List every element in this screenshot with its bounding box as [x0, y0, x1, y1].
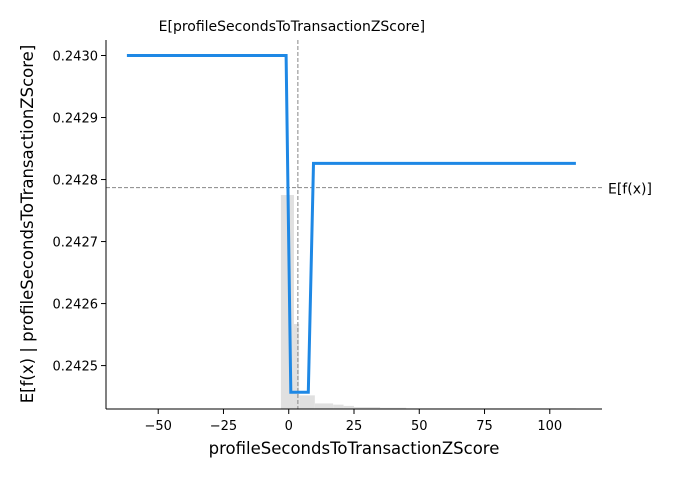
x-tick-label: 0: [285, 419, 293, 434]
y-axis-title: E[f(x) | profileSecondsToTransactionZSco…: [18, 45, 37, 404]
x-tick-label: 100: [537, 419, 562, 434]
series-layer: [126, 54, 576, 394]
histogram: [280, 195, 576, 409]
y-tick-label: 0.2430: [53, 50, 99, 65]
x-tick-label: 25: [346, 419, 363, 434]
y-tick-label: 0.2426: [53, 298, 99, 313]
x-tick-label: 75: [476, 419, 493, 434]
expected-y-label: E[f(x)]: [608, 182, 652, 198]
histogram-bar-3: [299, 395, 315, 409]
y-ticks: 0.2425 0.2426 0.2427 0.2428 0.2429 0.2430: [53, 50, 106, 375]
x-ticks: −50 −25 0 25 50 75 100: [144, 409, 562, 434]
histogram-bar-8: [380, 407, 407, 409]
x-tick-label: −50: [144, 419, 171, 434]
reference-lines: [106, 40, 602, 409]
expected-x-label: E[profileSecondsToTransactionZScore]: [159, 19, 425, 35]
y-tick-label: 0.2428: [53, 174, 99, 189]
x-axis-title: profileSecondsToTransactionZScore: [209, 439, 500, 458]
series-line-1: [126, 54, 576, 394]
x-tick-label: 50: [411, 419, 428, 434]
histogram-bar-7: [354, 407, 381, 409]
axes: [105, 40, 602, 410]
y-tick-label: 0.2429: [53, 112, 99, 127]
y-tick-label: 0.2425: [53, 360, 99, 375]
histogram-bar-5: [333, 404, 344, 409]
histogram-bar-2: [293, 324, 300, 409]
histogram-bar-4: [314, 403, 334, 409]
y-tick-label: 0.2427: [53, 236, 99, 251]
x-tick-label: −25: [210, 419, 237, 434]
histogram-bar-6: [343, 405, 354, 409]
